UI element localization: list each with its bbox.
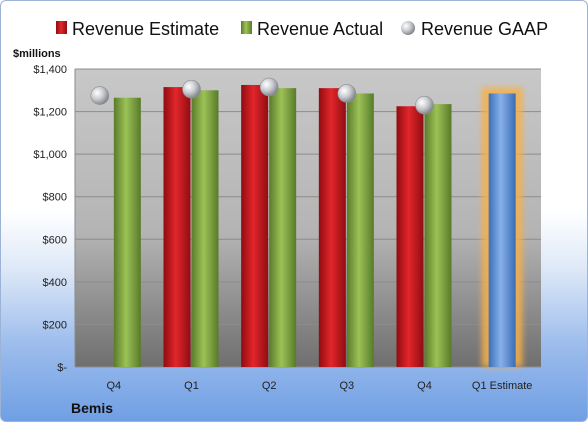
legend-swatch-revenue-actual xyxy=(241,21,252,34)
y-tick-label: $1,400 xyxy=(33,64,67,76)
x-axis-tick-labels: Q4 Q1 Q2 Q3 Q4 Q1 Estimate xyxy=(106,380,532,392)
legend-swatch-revenue-gaap xyxy=(401,21,415,35)
gridlines xyxy=(75,68,541,368)
x-tick-label: Q4 xyxy=(106,380,121,392)
x-tick-label: Q4 xyxy=(417,380,432,392)
x-tick-label: Q3 xyxy=(339,380,354,392)
y-tick-label: $1,200 xyxy=(33,107,67,119)
x-tick-label: Q1 xyxy=(184,380,199,392)
bar-revenue-estimate-future xyxy=(488,93,516,367)
bar-revenue-estimate xyxy=(163,87,191,367)
bar-series xyxy=(113,84,523,368)
x-tick-label: Q2 xyxy=(262,380,277,392)
legend: Revenue Estimate Revenue Actual Revenue … xyxy=(56,19,548,39)
bar-revenue-actual xyxy=(346,93,374,367)
bar-revenue-actual xyxy=(269,88,297,368)
bar-revenue-estimate xyxy=(241,84,269,367)
y-tick-label: $1,000 xyxy=(33,149,67,161)
marker-revenue-gaap xyxy=(90,86,110,105)
y-tick-label: $- xyxy=(57,362,67,374)
bar-revenue-estimate xyxy=(318,88,346,368)
marker-revenue-gaap xyxy=(259,77,279,97)
marker-revenue-gaap xyxy=(337,84,357,103)
y-tick-label: $400 xyxy=(43,277,67,289)
plot-area xyxy=(75,69,541,367)
legend-label-revenue-gaap: Revenue GAAP xyxy=(421,19,548,39)
marker-revenue-gaap xyxy=(182,79,201,99)
y-axis-tick-labels: $- $200 $400 $600 $800 $1,000 $1,200 $1,400 xyxy=(33,64,67,374)
y-tick-label: $800 xyxy=(43,192,67,204)
company-name: Bemis xyxy=(71,400,113,416)
y-tick-label: $600 xyxy=(43,234,67,246)
legend-label-revenue-actual: Revenue Actual xyxy=(257,19,383,39)
y-tick-label: $200 xyxy=(43,319,67,331)
x-tick-label: Q1 Estimate xyxy=(472,380,533,392)
legend-label-revenue-estimate: Revenue Estimate xyxy=(72,19,219,39)
bar-revenue-actual xyxy=(113,97,141,367)
gaap-markers xyxy=(90,77,434,115)
y-axis-unit-label: $millions xyxy=(13,48,61,60)
bar-revenue-estimate xyxy=(396,106,424,367)
bar-revenue-actual xyxy=(424,104,452,367)
bar-revenue-actual xyxy=(191,90,219,368)
legend-swatch-revenue-estimate xyxy=(56,21,67,34)
marker-revenue-gaap xyxy=(415,95,434,115)
